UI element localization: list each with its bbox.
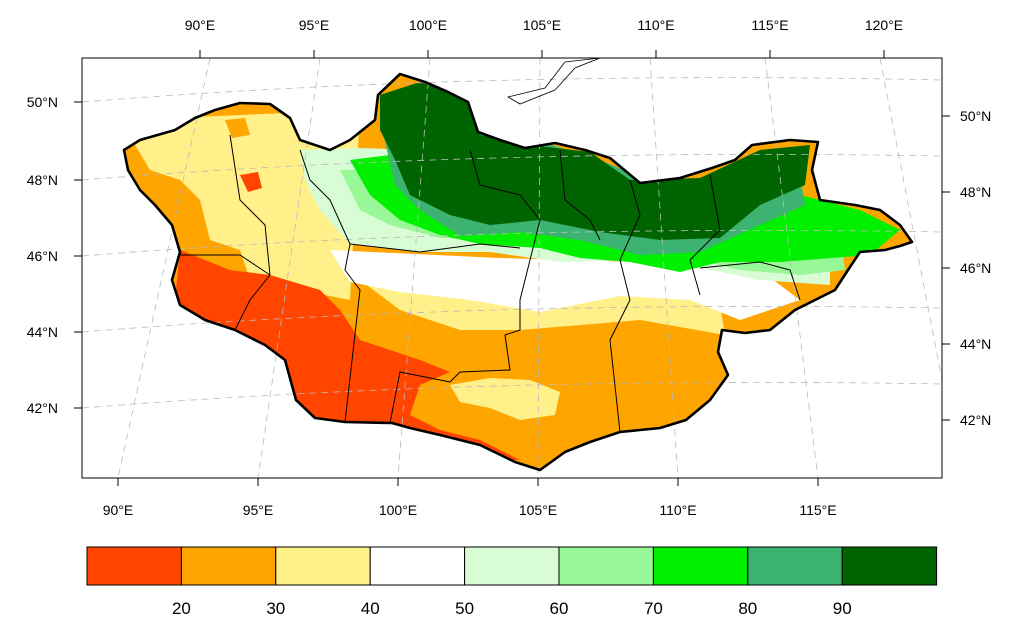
- lat-label-left: 46°N: [27, 248, 58, 264]
- colorbar-swatch: [369, 546, 466, 586]
- lon-labels-bottom: 90°E 95°E 100°E 105°E 110°E 115°E: [103, 502, 837, 518]
- lat-label-left: 50°N: [27, 94, 58, 110]
- lon-label-bottom: 90°E: [103, 502, 134, 518]
- lat-label-left: 48°N: [27, 172, 58, 188]
- lon-label-top: 105°E: [523, 17, 561, 33]
- band-30-40-west: [124, 110, 360, 300]
- colorbar-swatch: [558, 546, 654, 586]
- colorbar-swatch: [841, 546, 938, 586]
- band-gt-90: [380, 82, 810, 240]
- lon-label-top: 110°E: [637, 17, 674, 33]
- colorbar-label: 70: [644, 599, 663, 618]
- band-30-40-patch-1: [225, 118, 250, 138]
- lat-labels-right: 50°N 48°N 46°N 44°N 42°N: [960, 108, 991, 428]
- mongolia-border: [122, 72, 914, 472]
- colorbar-label: 80: [738, 599, 757, 618]
- colorbar-label: 20: [172, 599, 191, 618]
- lon-label-bottom: 95°E: [243, 502, 274, 518]
- colorbar-label: 50: [455, 599, 474, 618]
- band-30-40-south-patch: [450, 378, 560, 420]
- lon-label-top: 100°E: [409, 17, 447, 33]
- province-boundaries: [180, 134, 801, 433]
- band-20-30-north-patch: [240, 172, 262, 192]
- lon-label-bottom: 110°E: [659, 502, 696, 518]
- colorbar-swatch: [464, 546, 560, 586]
- colorbar-label: 30: [266, 599, 285, 618]
- lat-label-right: 44°N: [960, 336, 991, 352]
- colorbar: 20 30 40 50 60 70 80 90: [86, 546, 938, 618]
- lat-label-right: 42°N: [960, 412, 991, 428]
- graticule: [82, 58, 942, 478]
- lat-label-right: 50°N: [960, 108, 991, 124]
- precipitation-field: [124, 74, 912, 470]
- colorbar-swatch: [86, 546, 182, 586]
- lon-labels-top: 90°E 95°E 100°E 105°E 110°E 115°E 120°E: [185, 17, 903, 33]
- lat-label-left: 42°N: [27, 400, 58, 416]
- lat-label-right: 48°N: [960, 184, 991, 200]
- colorbar-swatch: [275, 546, 371, 586]
- colorbar-swatch: [652, 546, 749, 586]
- lat-label-right: 46°N: [960, 260, 991, 276]
- lon-label-top: 120°E: [865, 17, 903, 33]
- lon-label-bottom: 105°E: [519, 502, 557, 518]
- colorbar-label: 90: [833, 599, 852, 618]
- lon-label-bottom: 100°E: [379, 502, 417, 518]
- colorbar-label: 40: [361, 599, 380, 618]
- lon-label-top: 95°E: [299, 17, 330, 33]
- lat-label-left: 44°N: [27, 324, 58, 340]
- colorbar-label: 60: [550, 599, 569, 618]
- colorbar-swatch: [180, 546, 277, 586]
- band-20-30-west: [175, 250, 520, 460]
- lat-labels-left: 50°N 48°N 46°N 44°N 42°N: [27, 94, 58, 416]
- lon-label-top: 115°E: [751, 17, 788, 33]
- lon-label-top: 90°E: [185, 17, 216, 33]
- lake-outline: [506, 57, 601, 105]
- tick-marks: [74, 50, 950, 486]
- colorbar-swatch: [747, 546, 843, 586]
- lon-label-bottom: 115°E: [799, 502, 836, 518]
